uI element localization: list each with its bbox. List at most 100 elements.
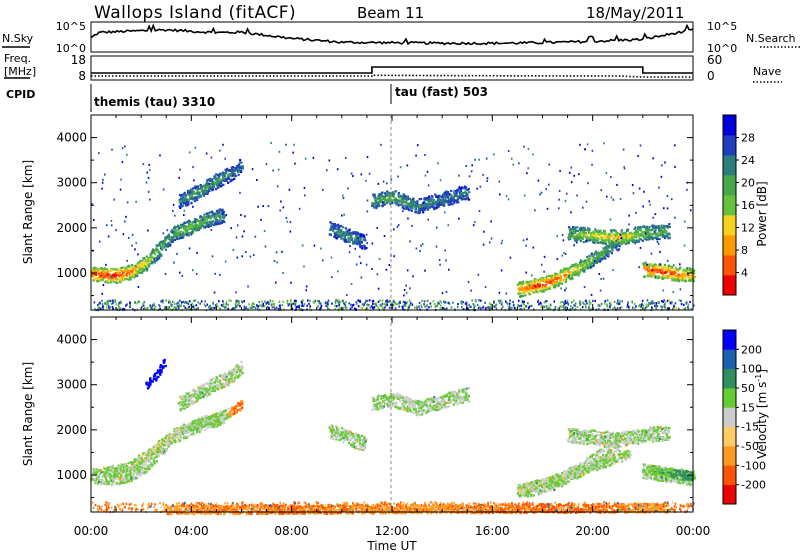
power-point bbox=[649, 271, 652, 274]
power-point bbox=[687, 307, 690, 310]
power-point bbox=[678, 299, 680, 302]
power-point bbox=[309, 305, 312, 308]
power-point bbox=[406, 301, 409, 304]
power-point bbox=[110, 302, 113, 306]
power-point bbox=[551, 280, 554, 283]
power-point bbox=[679, 277, 682, 280]
velocity-point bbox=[158, 449, 162, 452]
power-point bbox=[674, 271, 677, 274]
power-point bbox=[93, 301, 96, 304]
power-point bbox=[658, 276, 661, 279]
velocity-point bbox=[97, 475, 101, 478]
velocity-point bbox=[112, 472, 115, 475]
power-point bbox=[184, 301, 186, 304]
power-point bbox=[136, 270, 139, 273]
power-point bbox=[184, 230, 187, 233]
power-point bbox=[384, 306, 386, 309]
power-point bbox=[437, 200, 440, 203]
power-point bbox=[599, 237, 602, 240]
power-point bbox=[437, 162, 439, 165]
power-point bbox=[563, 301, 565, 304]
power-point bbox=[613, 246, 616, 249]
power-point bbox=[376, 273, 379, 276]
power-point bbox=[195, 196, 198, 200]
power-point bbox=[219, 218, 222, 221]
velocity-point bbox=[152, 456, 155, 460]
power-point bbox=[451, 203, 454, 206]
power-point bbox=[557, 276, 560, 280]
power-point bbox=[371, 267, 373, 270]
velocity-point bbox=[185, 424, 188, 427]
power-point bbox=[584, 148, 586, 151]
power-point bbox=[486, 306, 489, 309]
power-point bbox=[555, 272, 558, 276]
power-point bbox=[666, 299, 669, 303]
power-point bbox=[215, 304, 217, 307]
y-tick-label: 3000 bbox=[56, 176, 87, 190]
power-point bbox=[103, 272, 106, 275]
power-point bbox=[666, 195, 669, 198]
power-point bbox=[611, 233, 615, 236]
power-point bbox=[530, 285, 533, 288]
power-point bbox=[666, 207, 669, 210]
power-point bbox=[669, 269, 672, 273]
power-point bbox=[442, 197, 445, 200]
power-point bbox=[413, 203, 417, 207]
power-point bbox=[305, 289, 308, 292]
power-point bbox=[628, 214, 630, 217]
power-point bbox=[513, 306, 516, 310]
power-point bbox=[600, 241, 603, 245]
power-point bbox=[209, 304, 211, 307]
y-tick-label: 2000 bbox=[56, 221, 87, 235]
power-point bbox=[545, 288, 548, 291]
power-point bbox=[222, 300, 224, 303]
power-point bbox=[383, 203, 386, 206]
power-point bbox=[651, 238, 654, 241]
power-point bbox=[443, 211, 446, 214]
power-point bbox=[241, 165, 244, 168]
power-point bbox=[179, 202, 183, 206]
power-point bbox=[179, 233, 183, 236]
power-point bbox=[172, 235, 176, 239]
power-point bbox=[447, 198, 451, 201]
power-point bbox=[161, 247, 164, 251]
power-point bbox=[543, 270, 545, 273]
power-point bbox=[488, 241, 491, 244]
power-point bbox=[164, 272, 167, 275]
power-point bbox=[405, 284, 408, 287]
power-point bbox=[525, 305, 527, 308]
power-point bbox=[569, 265, 572, 268]
power-point bbox=[102, 270, 105, 273]
power-point bbox=[142, 302, 144, 306]
power-point bbox=[153, 302, 155, 305]
power-point bbox=[582, 260, 585, 263]
power-point bbox=[214, 177, 217, 180]
velocity-point bbox=[145, 464, 148, 467]
power-point bbox=[163, 246, 166, 249]
power-point bbox=[557, 307, 559, 310]
power-point bbox=[235, 305, 238, 308]
power-point bbox=[115, 229, 117, 232]
power-point bbox=[298, 304, 301, 307]
power-point bbox=[652, 236, 655, 240]
power-point bbox=[657, 242, 660, 245]
power-point bbox=[415, 247, 418, 250]
power-point bbox=[206, 217, 210, 220]
velocity-point bbox=[168, 443, 172, 446]
power-point bbox=[289, 302, 292, 306]
power-point bbox=[598, 229, 602, 232]
power-point bbox=[217, 212, 220, 215]
power-point bbox=[437, 203, 439, 206]
power-point bbox=[463, 198, 466, 201]
power-point bbox=[403, 294, 405, 297]
power-point bbox=[645, 263, 648, 267]
power-point bbox=[665, 231, 668, 234]
power-point bbox=[562, 270, 565, 273]
power-point bbox=[534, 279, 538, 282]
power-point bbox=[217, 176, 220, 179]
power-point bbox=[356, 234, 359, 237]
power-point bbox=[380, 304, 383, 308]
power-point bbox=[474, 304, 476, 307]
power-point bbox=[442, 193, 445, 196]
beam-title: Beam 11 bbox=[357, 4, 424, 22]
